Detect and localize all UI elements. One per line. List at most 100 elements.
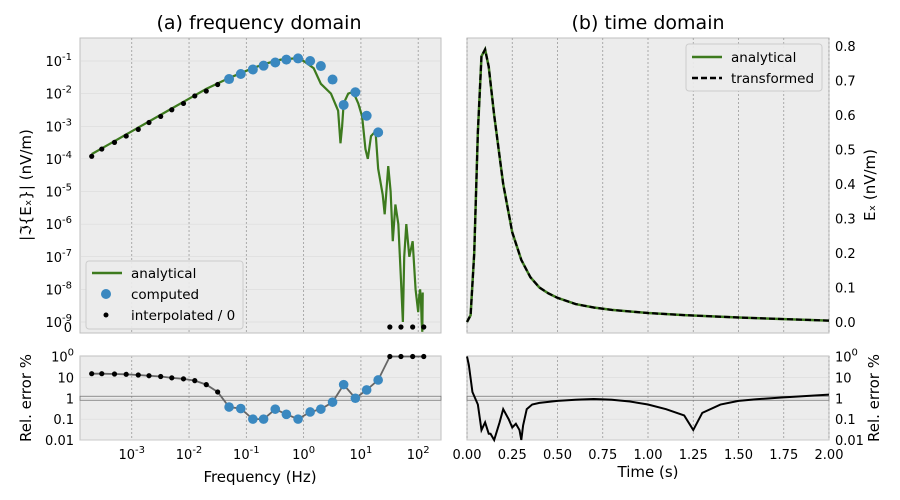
- panel-b-title: (b) time domain: [571, 12, 724, 34]
- time-ytick-5: 0.5: [835, 144, 856, 159]
- freq-error-point-8: [180, 376, 187, 382]
- freq-error-point-15: [258, 414, 269, 424]
- ferr-ytick-0: 0.01: [45, 434, 74, 449]
- freq-error-point-12: [224, 402, 234, 412]
- time-error-ylabel: Rel. error %: [865, 354, 883, 442]
- freq-interp-point-11: [215, 81, 221, 88]
- freq-ytick-6: 10-4: [45, 150, 72, 168]
- freq-xtick-3: 100: [292, 445, 315, 463]
- data-marks: [89, 45, 830, 443]
- legend-interpolated-label: interpolated / 0: [131, 308, 235, 324]
- freq-error-point-21: [327, 397, 338, 407]
- freq-error-point-16: [270, 404, 281, 414]
- freq-legend: analytical computed interpolated / 0: [85, 260, 244, 330]
- freq-interp-point-2: [111, 139, 118, 145]
- freq-ytick-5: 10-5: [45, 183, 72, 201]
- freq-error-point-0: [89, 371, 95, 377]
- freq-computed-point-8: [315, 61, 326, 72]
- freq-ytick-9: 10-1: [45, 52, 72, 70]
- terr-ytick-0: 0.01: [835, 434, 864, 449]
- freq-xtick-5: 102: [407, 445, 430, 463]
- freq-error-point-19: [305, 407, 315, 417]
- freq-error-point-28: [410, 353, 416, 360]
- time-ytick-3: 0.3: [835, 213, 856, 228]
- freq-xtick-2: 10-1: [233, 445, 260, 463]
- freq-interp-point-4: [135, 126, 141, 133]
- freq-interp-point-0: [89, 153, 95, 159]
- freq-ytick-0: 0: [64, 321, 72, 336]
- freq-interp-point-9: [192, 93, 198, 99]
- time-transformed-line: [466, 46, 830, 323]
- freq-computed-point-10: [338, 99, 349, 110]
- freq-error-point-14: [248, 414, 258, 424]
- freq-1pct-band: [79, 395, 442, 401]
- freq-ytick-3: 10-7: [45, 248, 72, 266]
- freq-interp-point-7: [169, 107, 175, 113]
- freq-computed-point-9: [327, 74, 338, 85]
- freq-xlabel: Frequency (Hz): [203, 468, 316, 486]
- freq-interp-point-12: [387, 324, 393, 330]
- freq-ytick-1: 10-9: [45, 313, 72, 331]
- freq-computed-point-1: [235, 68, 246, 79]
- freq-xtick-4: 101: [349, 445, 372, 463]
- time-xtick-7: 1.75: [769, 448, 798, 463]
- time-ytick-1: 0.1: [835, 282, 856, 297]
- freq-error-point-17: [281, 409, 292, 420]
- time-xtick-6: 1.50: [724, 448, 753, 463]
- time-ytick-0: 0.0: [835, 316, 856, 331]
- freq-error-point-26: [387, 353, 393, 360]
- time-ytick-6: 0.6: [835, 109, 856, 124]
- freq-xtick-0: 10-3: [118, 445, 145, 463]
- freq-interp-point-5: [146, 119, 152, 126]
- time-xlabel: Time (s): [617, 463, 679, 481]
- panel-a-title: (a) frequency domain: [156, 12, 361, 34]
- ferr-ytick-3: 10: [57, 371, 74, 386]
- freq-error-point-18: [293, 414, 303, 424]
- freq-xtick-1: 10-2: [176, 445, 203, 463]
- time-ytick-7: 0.7: [835, 75, 856, 90]
- time-1pct-band: [466, 395, 830, 401]
- terr-ytick-1: 0.1: [835, 413, 856, 428]
- freq-legend-box: [85, 260, 244, 330]
- freq-error-point-2: [111, 371, 118, 377]
- legend-transformed-label: transformed: [731, 71, 814, 87]
- freq-ylabel: |ℑ{Eₓ}| (nV/m): [17, 129, 35, 241]
- ferr-ytick-2: 1: [66, 392, 74, 407]
- time-ylabel: Eₓ (nV/m): [861, 149, 879, 221]
- freq-error-point-5: [146, 373, 152, 379]
- freq-interp-point-10: [203, 88, 209, 94]
- ferr-ytick-1: 0.1: [53, 413, 74, 428]
- freq-ytick-8: 10-2: [45, 85, 72, 103]
- time-ytick-2: 0.2: [835, 247, 856, 262]
- freq-computed-point-6: [293, 53, 304, 64]
- freq-error-point-4: [135, 372, 141, 378]
- freq-error-point-1: [99, 371, 105, 377]
- time-ytick-4: 0.4: [835, 178, 856, 193]
- time-error-line: [466, 356, 830, 443]
- freq-ytick-2: 10-8: [45, 280, 72, 298]
- freq-interp-point-3: [123, 133, 129, 139]
- freq-interp-point-8: [180, 100, 187, 107]
- legend-analytical-label-b: analytical: [731, 50, 796, 66]
- freq-error-point-27: [398, 353, 404, 360]
- ferr-ytick-4: 100: [51, 348, 74, 366]
- freq-error-point-13: [235, 403, 246, 414]
- terr-ytick-2: 1: [835, 392, 843, 407]
- freq-error-point-23: [350, 393, 361, 404]
- legend-interpolated-swatch: [103, 312, 109, 318]
- tick-labels: 010-9 10-8 10-7 10-6 10-5 10-4 10-3 10-2 10-1 10-…: [45, 40, 864, 463]
- freq-error-point-3: [123, 371, 129, 377]
- time-xtick-5: 1.25: [679, 448, 708, 463]
- terr-ytick-4: 100: [835, 348, 858, 366]
- freq-interp-point-1: [99, 146, 105, 152]
- freq-computed-point-3: [258, 60, 269, 71]
- time-xtick-1: 0.25: [498, 448, 527, 463]
- freq-computed-point-2: [247, 64, 258, 75]
- freq-interp-point-15: [421, 324, 427, 330]
- time-xtick-2: 0.50: [543, 448, 572, 463]
- freq-interp-point-13: [398, 324, 404, 330]
- freq-ytick-4: 10-6: [45, 215, 72, 233]
- time-xtick-3: 0.75: [588, 448, 617, 463]
- freq-computed-point-4: [270, 57, 281, 68]
